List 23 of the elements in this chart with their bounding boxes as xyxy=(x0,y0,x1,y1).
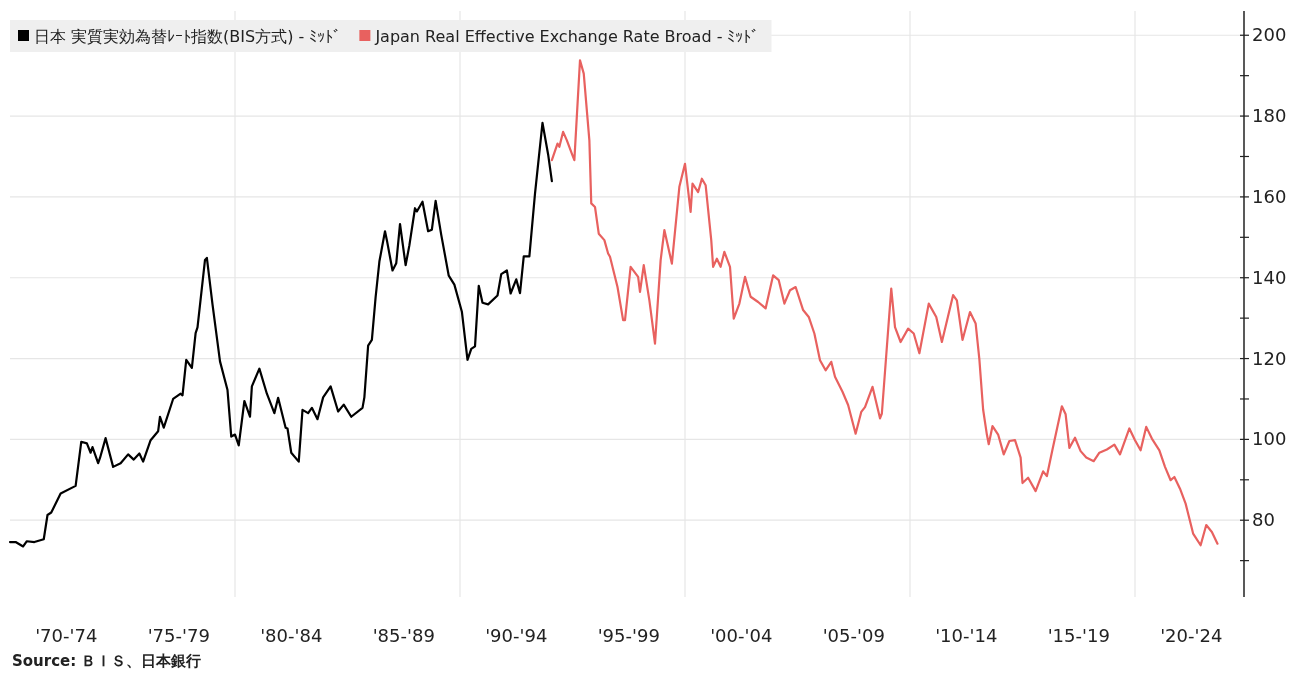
y-tick-label: 180 xyxy=(1252,105,1287,127)
x-tick-label: '85-'89 xyxy=(372,625,435,646)
y-tick-label: 160 xyxy=(1252,185,1287,207)
y-tick-label: 200 xyxy=(1252,24,1287,46)
x-tick-label: '00-'04 xyxy=(710,625,773,646)
legend-label: Japan Real Effective Exchange Rate Broad - ﾐｯﾄﾞ xyxy=(374,27,760,46)
line-series xyxy=(550,59,1219,547)
x-tick-label: '70-'74 xyxy=(35,625,98,646)
x-tick-label: '95-'99 xyxy=(597,625,660,646)
x-tick-label: '15-'19 xyxy=(1047,625,1110,646)
x-tick-label: '10-'14 xyxy=(935,625,998,646)
source-note: Source: ＢＩＳ、日本銀行 xyxy=(12,652,202,670)
y-tick-label: 120 xyxy=(1252,347,1287,369)
x-tick-label: '90-'94 xyxy=(485,625,548,646)
x-tick-label: '75-'79 xyxy=(147,625,210,646)
x-tick-label: '80-'84 xyxy=(260,625,323,646)
x-tick-label: '05-'09 xyxy=(822,625,885,646)
line-series xyxy=(8,121,553,548)
x-tick-label: '20-'24 xyxy=(1160,625,1223,646)
y-tick-label: 100 xyxy=(1252,428,1287,450)
legend-label: 日本 実質実効為替ﾚｰﾄ指数(BIS方式) - ﾐｯﾄﾞ xyxy=(34,27,342,46)
y-tick-label: 140 xyxy=(1252,266,1287,288)
y-tick-label: 80 xyxy=(1252,509,1275,531)
